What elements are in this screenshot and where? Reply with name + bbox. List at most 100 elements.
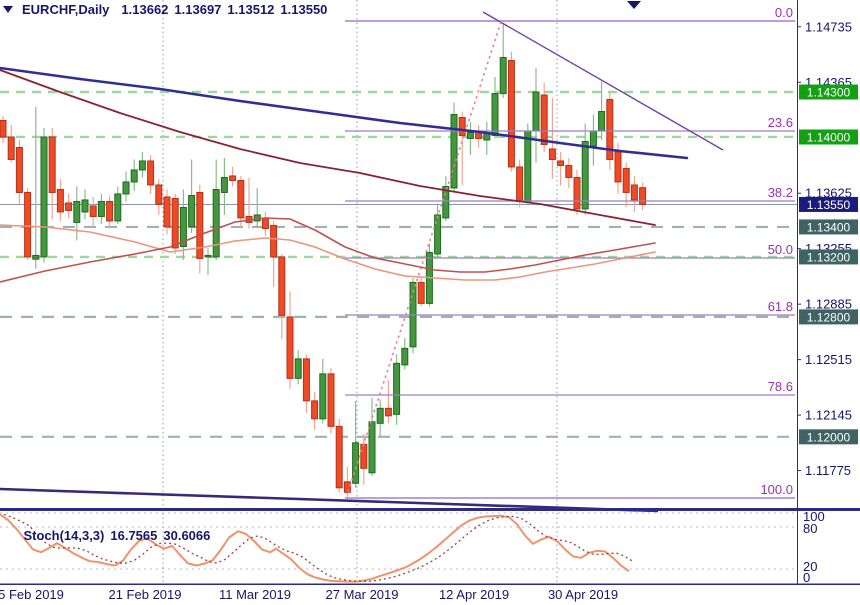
bull-candle (212, 188, 220, 258)
fibonacci-level-label: 0.0 (775, 5, 793, 20)
ohlc-values: 1.13662 1.13697 1.13512 1.13550 (115, 2, 327, 17)
stoch-d-signal-line (3, 513, 634, 582)
bear-candle (565, 164, 573, 178)
price-badge-label: 1.14300 (807, 86, 851, 100)
panel-bottom-border (0, 583, 860, 585)
bear-candle (278, 256, 286, 316)
date-axis-label: 21 Feb 2019 (108, 587, 181, 602)
bear-candle (417, 281, 425, 304)
bull-candle (130, 169, 138, 183)
stoch-k-line (0, 513, 630, 583)
bull-candle (393, 362, 401, 415)
bull-candle (376, 407, 384, 424)
bull-candle (442, 185, 450, 219)
bear-candle (302, 358, 310, 402)
bear-candle (573, 176, 581, 210)
fibonacci-level-label: 100.0 (760, 482, 793, 497)
bull-candle (491, 93, 499, 136)
stochastic-indicator-label: Stoch(14,3,3) 16.7565 30.6066 (3, 513, 210, 558)
bear-candle (155, 184, 163, 205)
fibonacci-level-label: 50.0 (768, 242, 793, 257)
bear-candle (56, 188, 64, 213)
bear-candle (24, 191, 32, 258)
bear-candle (311, 400, 319, 420)
bull-candle (499, 57, 507, 95)
bull-candle (581, 140, 589, 210)
bear-candle (360, 443, 368, 469)
bear-candle (458, 116, 466, 136)
bull-candle (368, 421, 376, 474)
price-badge (799, 249, 858, 265)
bear-candle (229, 175, 237, 181)
bear-candle (0, 119, 7, 138)
fibonacci-level-label: 61.8 (768, 299, 793, 314)
price-axis-label: 1.12145 (805, 408, 852, 423)
panel-separator (0, 508, 860, 511)
bull-candle (188, 194, 196, 228)
moving-average-maroon (0, 69, 656, 226)
bear-candle (48, 136, 56, 193)
bear-candle (548, 148, 556, 160)
bear-candle (630, 184, 638, 201)
moving-average-crimson (0, 217, 656, 283)
price-badge (799, 309, 858, 325)
ohlc-high: 1.13697 (174, 2, 222, 17)
bear-candle (147, 160, 155, 186)
bull-candle (40, 136, 48, 258)
bear-candle (557, 160, 565, 166)
price-badge-label: 1.14000 (807, 130, 851, 144)
stoch-d-value: 30.6066 (163, 528, 211, 543)
trendline-long-term-support (0, 487, 659, 513)
stoch-axis-label: 100 (803, 509, 825, 524)
bull-candle (450, 113, 458, 189)
moving-average-navy (0, 66, 689, 160)
bull-candle (114, 193, 122, 222)
bull-candle (598, 110, 606, 132)
bear-candle (335, 425, 343, 489)
ohlc-close: 1.13550 (280, 2, 328, 17)
bull-candle (352, 442, 360, 484)
moving-average-salmon (0, 224, 656, 281)
stoch-axis-label: 20 (803, 559, 817, 574)
date-axis-label: 30 Apr 2019 (548, 587, 618, 602)
bear-candle (89, 205, 97, 217)
price-badge-label: 1.13400 (807, 220, 851, 234)
bull-candle (589, 130, 597, 147)
bear-candle (384, 407, 392, 417)
price-badge-label: 1.12000 (807, 430, 851, 444)
ohlc-low: 1.13512 (227, 2, 275, 17)
bull-candle (220, 176, 228, 193)
chart-shift-marker-icon (627, 1, 641, 9)
bear-candle (614, 151, 622, 183)
bull-candle (524, 130, 532, 202)
trendline-descending-resistance (482, 11, 724, 151)
price-axis-label: 1.11775 (805, 463, 851, 478)
bear-candle (286, 316, 294, 379)
bull-candle (532, 91, 540, 132)
bull-candle (97, 200, 105, 217)
bear-candle (261, 217, 269, 229)
fibonacci-level-label: 78.6 (768, 379, 793, 394)
bear-candle (163, 196, 171, 228)
price-badge (799, 429, 858, 445)
date-axis-label: 11 Mar 2019 (219, 587, 291, 602)
bull-candle (434, 214, 442, 255)
bear-candle (343, 481, 351, 493)
bull-candle (401, 347, 409, 366)
bear-candle (106, 200, 114, 222)
bull-candle (179, 206, 187, 247)
bull-candle (32, 254, 40, 260)
stoch-axis-label: 80 (803, 521, 817, 536)
stoch-k-value: 16.7565 (110, 528, 158, 543)
bear-candle (15, 146, 23, 193)
bear-candle (7, 136, 15, 160)
bull-candle (122, 181, 130, 195)
stoch-axis-label: 0 (803, 570, 810, 585)
price-badge (799, 129, 858, 145)
price-badge (799, 219, 858, 235)
price-badge (799, 196, 858, 212)
bull-candle (319, 373, 327, 420)
fibonacci-level-label: 23.6 (768, 115, 793, 130)
